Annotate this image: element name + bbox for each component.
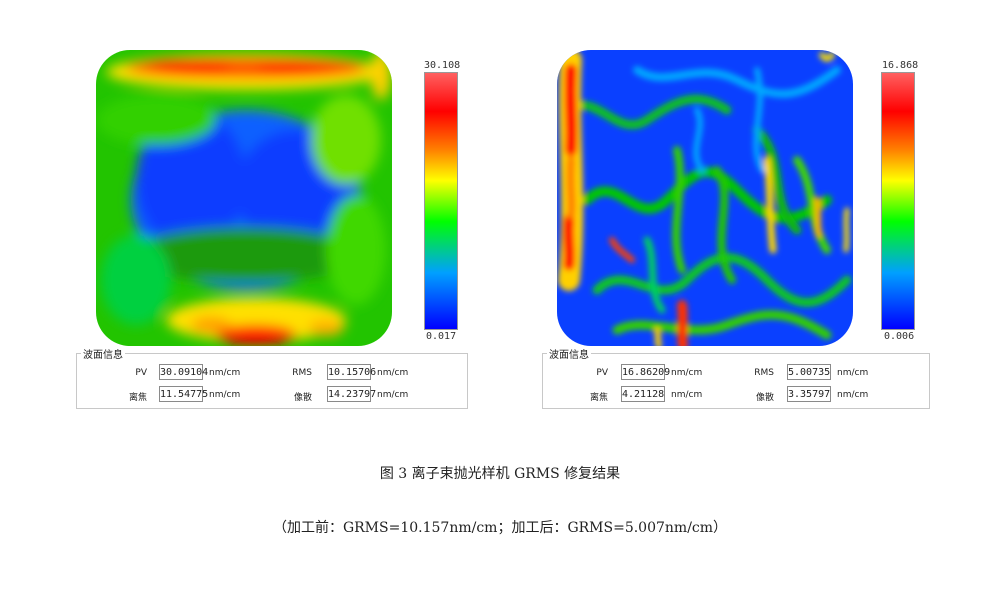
- chart-left: 30.108 0.017: [70, 40, 540, 370]
- wavefront-info-right: 波面信息 PV 16.86209 nm/cm RMS 5.00735 nm/cm…: [542, 346, 930, 409]
- field-unit: nm/cm: [209, 368, 241, 378]
- info-title: 波面信息: [547, 346, 591, 361]
- info-row-1: PV 16.86209 nm/cm RMS 5.00735 nm/cm: [543, 364, 929, 384]
- field-unit: nm/cm: [671, 368, 703, 378]
- field-label-astigmatism: 像散: [755, 393, 774, 403]
- field-unit: nm/cm: [837, 390, 869, 400]
- colorbar-max-label: 16.868: [882, 60, 919, 71]
- wavefront-info-left: 波面信息 PV 30.09104 nm/cm RMS 10.15706 nm/c…: [76, 346, 468, 409]
- field-value-rms: 10.15706: [327, 364, 376, 380]
- wavefront-heatmap-right: [557, 50, 853, 346]
- heatmap-svg-right: [557, 50, 853, 346]
- info-title: 波面信息: [81, 346, 125, 361]
- field-label-defocus: 离焦: [589, 393, 608, 403]
- field-value-pv: 16.86209: [621, 364, 670, 380]
- heatmap-svg-left: [96, 50, 392, 346]
- colorbar-min-label: 0.017: [426, 331, 457, 342]
- field-label-rms: RMS: [754, 368, 774, 378]
- field-value-pv: 30.09104: [159, 364, 208, 380]
- field-value-astigmatism: 3.35797: [787, 386, 831, 402]
- field-label-rms: RMS: [292, 368, 312, 378]
- field-label-defocus: 离焦: [128, 393, 147, 403]
- field-unit: nm/cm: [837, 368, 869, 378]
- colorbar-min-label: 0.006: [884, 331, 915, 342]
- info-row-2: 离焦 11.54775 nm/cm 像散 14.23797 nm/cm: [77, 386, 467, 406]
- chart-right: 16.868 0.006: [530, 40, 1000, 370]
- colorbar-max-label: 30.108: [424, 60, 461, 71]
- wavefront-heatmap-left: [96, 50, 392, 346]
- field-unit: nm/cm: [377, 390, 409, 400]
- field-label-astigmatism: 像散: [293, 393, 312, 403]
- field-value-astigmatism: 14.23797: [327, 386, 376, 402]
- field-unit: nm/cm: [377, 368, 409, 378]
- figure-caption: 图 3 离子束抛光样机 GRMS 修复结果: [379, 466, 621, 482]
- field-value-rms: 5.00735: [787, 364, 831, 380]
- figure-subcaption: （加工前：GRMS=10.157nm/cm；加工后：GRMS=5.007nm/c…: [272, 520, 728, 536]
- field-value-defocus: 11.54775: [159, 386, 208, 402]
- field-label-pv: PV: [596, 368, 608, 378]
- info-row-2: 离焦 4.21128 nm/cm 像散 3.35797 nm/cm: [543, 386, 929, 406]
- colorbar-left: [424, 72, 458, 330]
- colorbar-right: [881, 72, 915, 330]
- field-label-pv: PV: [135, 368, 147, 378]
- field-value-defocus: 4.21128: [621, 386, 665, 402]
- info-row-1: PV 30.09104 nm/cm RMS 10.15706 nm/cm: [77, 364, 467, 384]
- field-unit: nm/cm: [671, 390, 703, 400]
- field-unit: nm/cm: [209, 390, 241, 400]
